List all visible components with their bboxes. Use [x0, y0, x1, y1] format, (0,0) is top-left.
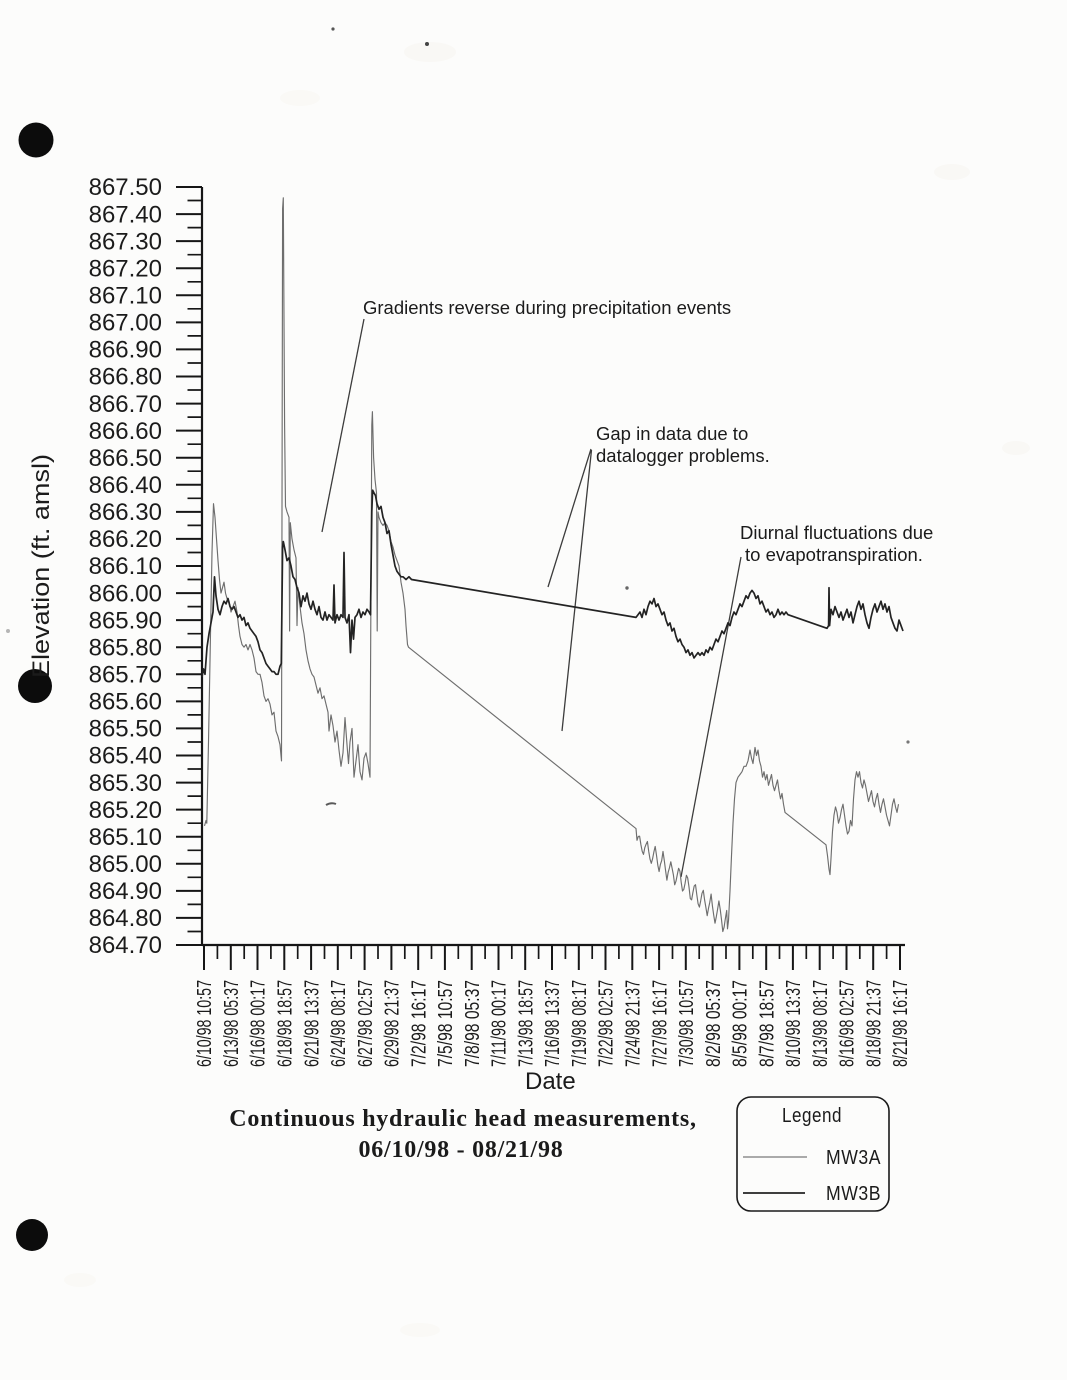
svg-text:Continuous hydraulic head meas: Continuous hydraulic head measurements,	[229, 1106, 697, 1132]
svg-text:8/7/98 18:57: 8/7/98 18:57	[756, 980, 778, 1067]
svg-text:MW3B: MW3B	[826, 1183, 881, 1205]
svg-text:6/21/98 13:37: 6/21/98 13:37	[301, 980, 323, 1067]
svg-text:865.40: 865.40	[89, 743, 162, 770]
svg-text:Elevation (ft. amsl): Elevation (ft. amsl)	[28, 454, 55, 678]
svg-text:8/21/98 16:17: 8/21/98 16:17	[890, 980, 912, 1067]
svg-text:8/2/98 05:37: 8/2/98 05:37	[703, 980, 725, 1067]
svg-text:866.40: 866.40	[89, 472, 162, 499]
svg-text:866.60: 866.60	[89, 418, 162, 445]
svg-text:6/13/98 05:37: 6/13/98 05:37	[221, 980, 243, 1067]
svg-text:866.80: 866.80	[89, 364, 162, 391]
svg-text:8/18/98 21:37: 8/18/98 21:37	[863, 980, 885, 1067]
svg-text:Gradients reverse during preci: Gradients reverse during precipitation e…	[363, 297, 731, 318]
svg-text:6/18/98 18:57: 6/18/98 18:57	[275, 980, 297, 1067]
svg-text:8/13/98 08:17: 8/13/98 08:17	[810, 980, 832, 1067]
svg-text:6/24/98 08:17: 6/24/98 08:17	[328, 980, 350, 1067]
svg-text:866.90: 866.90	[89, 337, 162, 364]
svg-text:866.10: 866.10	[89, 553, 162, 580]
svg-text:8/5/98 00:17: 8/5/98 00:17	[730, 980, 752, 1067]
svg-text:Diurnal fluctuations due: Diurnal fluctuations due	[740, 522, 933, 543]
svg-text:7/16/98 13:37: 7/16/98 13:37	[542, 980, 564, 1067]
svg-text:6/10/98 10:57: 6/10/98 10:57	[194, 980, 216, 1067]
svg-text:865.90: 865.90	[89, 607, 162, 634]
svg-text:7/8/98 05:37: 7/8/98 05:37	[462, 980, 484, 1067]
svg-text:7/2/98 16:17: 7/2/98 16:17	[408, 980, 430, 1067]
svg-text:865.50: 865.50	[89, 716, 162, 743]
svg-text:865.60: 865.60	[89, 689, 162, 716]
svg-text:867.50: 867.50	[89, 174, 162, 201]
svg-text:8/16/98 02:57: 8/16/98 02:57	[837, 980, 859, 1067]
svg-text:7/11/98 00:17: 7/11/98 00:17	[489, 980, 511, 1067]
svg-text:7/27/98 16:17: 7/27/98 16:17	[649, 980, 671, 1067]
svg-text:865.70: 865.70	[89, 662, 162, 689]
svg-text:6/16/98 00:17: 6/16/98 00:17	[248, 980, 270, 1067]
svg-text:7/22/98 02:57: 7/22/98 02:57	[596, 980, 618, 1067]
svg-text:866.70: 866.70	[89, 391, 162, 418]
svg-text:865.20: 865.20	[89, 797, 162, 824]
svg-text:to evapotranspiration.: to evapotranspiration.	[745, 544, 923, 565]
svg-text:7/30/98 10:57: 7/30/98 10:57	[676, 980, 698, 1067]
svg-text:867.40: 867.40	[89, 201, 162, 228]
svg-text:7/5/98 10:57: 7/5/98 10:57	[435, 980, 457, 1067]
svg-text:867.00: 867.00	[89, 310, 162, 337]
svg-text:865.30: 865.30	[89, 770, 162, 797]
svg-text:7/13/98 18:57: 7/13/98 18:57	[515, 980, 537, 1067]
svg-text:864.80: 864.80	[89, 905, 162, 932]
svg-text:datalogger problems.: datalogger problems.	[596, 445, 770, 466]
svg-text:Date: Date	[525, 1068, 576, 1095]
svg-text:867.20: 867.20	[89, 255, 162, 282]
svg-text:866.30: 866.30	[89, 499, 162, 526]
svg-text:7/19/98 08:17: 7/19/98 08:17	[569, 980, 591, 1067]
svg-text:865.00: 865.00	[89, 851, 162, 878]
svg-text:6/27/98 02:57: 6/27/98 02:57	[355, 980, 377, 1067]
svg-text:Legend: Legend	[782, 1105, 842, 1127]
svg-text:866.20: 866.20	[89, 526, 162, 553]
svg-text:6/29/98 21:37: 6/29/98 21:37	[382, 980, 404, 1067]
svg-text:06/10/98 - 08/21/98: 06/10/98 - 08/21/98	[359, 1137, 564, 1163]
svg-text:864.90: 864.90	[89, 878, 162, 905]
svg-text:8/10/98 13:37: 8/10/98 13:37	[783, 980, 805, 1067]
svg-text:Gap in data due to: Gap in data due to	[596, 423, 748, 444]
svg-text:865.80: 865.80	[89, 634, 162, 661]
svg-text:864.70: 864.70	[89, 932, 162, 959]
svg-text:7/24/98 21:37: 7/24/98 21:37	[623, 980, 645, 1067]
svg-text:866.00: 866.00	[89, 580, 162, 607]
svg-text:867.10: 867.10	[89, 283, 162, 310]
svg-text:867.30: 867.30	[89, 228, 162, 255]
svg-text:MW3A: MW3A	[826, 1147, 881, 1169]
svg-text:866.50: 866.50	[89, 445, 162, 472]
svg-text:865.10: 865.10	[89, 824, 162, 851]
